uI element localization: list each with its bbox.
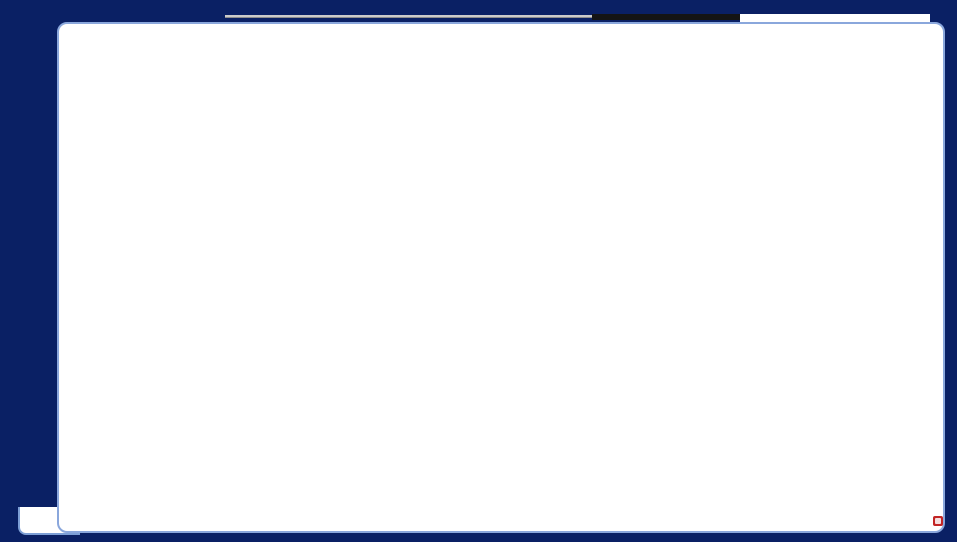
credits-link[interactable]: [933, 516, 947, 526]
background-window-sliver: [740, 14, 930, 24]
mrci-logo-icon: [933, 516, 943, 526]
chart-panel: [57, 22, 945, 533]
background-window-edge: [225, 15, 592, 18]
background-window-edge-dark: [592, 14, 740, 20]
